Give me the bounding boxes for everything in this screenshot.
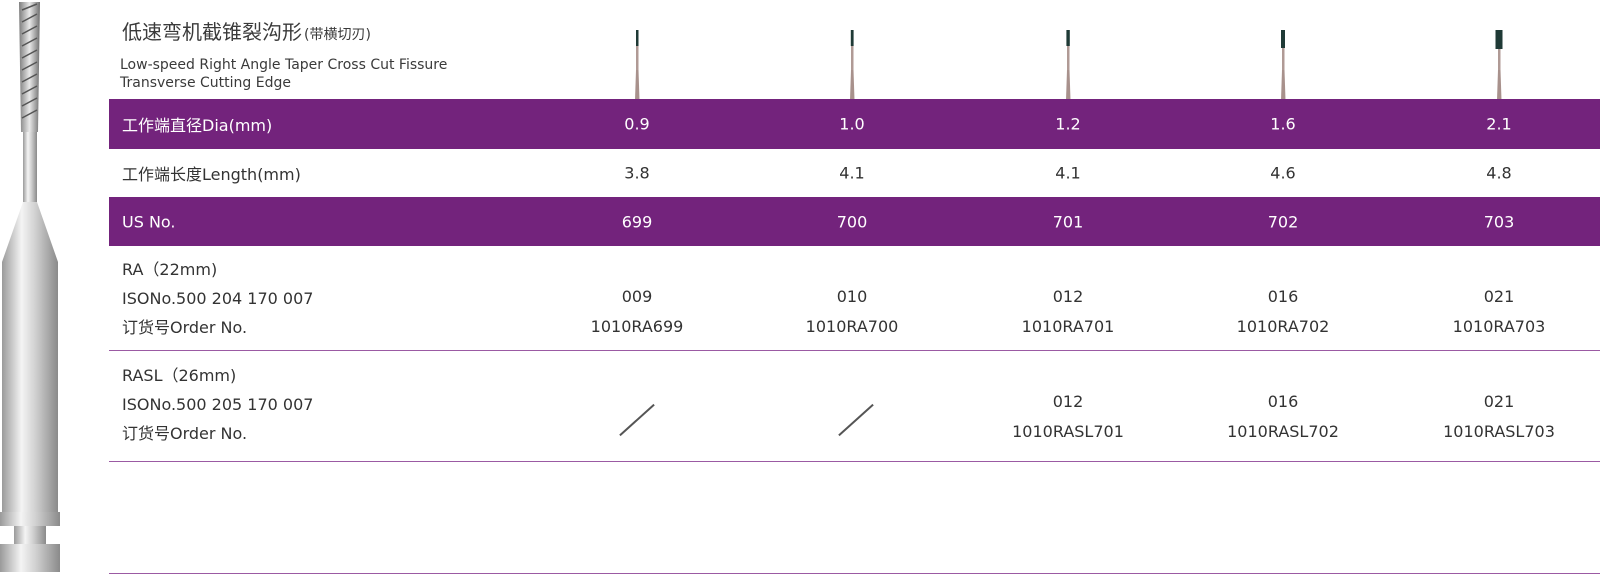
rasl-order-value: 1010RASL702 [1227,422,1339,441]
title-cn-main: 低速弯机截锥裂沟形 [122,20,302,44]
cell-dia-5: 2.1 [1486,114,1512,134]
cell-rasl-5: 021 1010RASL703 [1429,387,1569,447]
cell-rasl-4: 016 1010RASL702 [1213,387,1353,447]
cell-ra-2: 010 1010RA700 [782,282,922,342]
rasl-iso-value: 012 [1052,392,1084,411]
product-title-en: Low-speed Right Angle Taper Cross Cut Fi… [120,56,447,92]
cell-dia-4: 1.6 [1270,114,1296,134]
row-ra: RA（22mm) ISONo.500 204 170 007 订货号Order … [109,246,1600,350]
ra-iso-value: 010 [836,287,868,306]
bur-illustration [0,2,60,572]
ra-iso-value: 016 [1267,287,1299,306]
cell-dia-1: 0.9 [624,114,650,134]
not-available-slash [838,403,874,437]
cell-length-2: 4.1 [839,163,865,183]
ra-iso-label: ISONo.500 204 170 007 [122,289,314,308]
ra-iso-value: 012 [1052,287,1084,306]
cell-ra-4: 016 1010RA702 [1213,282,1353,342]
bur-thumbnail-3 [1066,30,1071,100]
not-available-slash [619,403,655,437]
row-label-us-no: US No. [122,212,176,231]
rasl-order-value: 1010RASL703 [1443,422,1555,441]
cell-dia-2: 1.0 [839,114,865,134]
cell-ra-1: 009 1010RA699 [567,282,707,342]
rasl-order-label: 订货号Order No. [122,424,248,443]
ra-order-label: 订货号Order No. [122,318,248,337]
row-divider [109,350,1600,351]
cell-us-2: 700 [836,212,868,231]
title-en-line2: Transverse Cutting Edge [120,75,291,91]
row-label-ra: RA（22mm) ISONo.500 204 170 007 订货号Order … [122,255,313,342]
rasl-iso-label: ISONo.500 205 170 007 [122,395,314,414]
cell-ra-5: 021 1010RA703 [1429,282,1569,342]
row-length: 工作端长度Length(mm) 3.8 4.1 4.1 4.6 4.8 [109,149,1600,197]
ra-order-value: 1010RA701 [1021,317,1115,336]
rasl-shank-label: RASL（26mm) [122,366,237,385]
cell-us-4: 702 [1267,212,1299,231]
title-en-line1: Low-speed Right Angle Taper Cross Cut Fi… [120,57,448,73]
cell-length-1: 3.8 [624,163,650,183]
row-label-rasl: RASL（26mm) ISONo.500 205 170 007 订货号Orde… [122,361,313,448]
rasl-order-value: 1010RASL701 [1012,422,1124,441]
ra-order-value: 1010RA699 [590,317,684,336]
product-title-cn: 低速弯机截锥裂沟形 (带横切刃) [122,16,371,45]
ra-order-value: 1010RA702 [1236,317,1330,336]
ra-iso-value: 021 [1483,287,1515,306]
row-us-no: US No. 699 700 701 702 703 [109,197,1600,246]
cell-ra-3: 012 1010RA701 [998,282,1138,342]
row-divider [109,461,1600,462]
cell-length-3: 4.1 [1055,163,1081,183]
bur-thumbnail-2 [850,30,855,100]
cell-rasl-3: 012 1010RASL701 [998,387,1138,447]
ra-order-value: 1010RA703 [1452,317,1546,336]
cell-dia-3: 1.2 [1055,114,1081,134]
row-label-length: 工作端长度Length(mm) [122,165,301,184]
table-bottom-divider [109,573,1600,574]
cell-length-5: 4.8 [1486,163,1512,183]
bur-thumbnail-1 [635,30,640,100]
row-label-diameter: 工作端直径Dia(mm) [122,116,273,135]
title-cn-sub: (带横切刃) [304,27,371,43]
rasl-iso-value: 016 [1267,392,1299,411]
ra-order-value: 1010RA700 [805,317,899,336]
row-rasl: RASL（26mm) ISONo.500 205 170 007 订货号Orde… [109,352,1600,460]
bur-thumbnail-4 [1281,30,1286,100]
cell-us-5: 703 [1483,212,1515,231]
rasl-iso-value: 021 [1483,392,1515,411]
cell-length-4: 4.6 [1270,163,1296,183]
row-diameter: 工作端直径Dia(mm) 0.9 1.0 1.2 1.6 2.1 [109,99,1600,149]
bur-thumbnail-5 [1495,30,1503,100]
cell-us-1: 699 [621,212,653,231]
ra-iso-value: 009 [621,287,653,306]
cell-us-3: 701 [1052,212,1084,231]
ra-shank-label: RA（22mm) [122,260,218,279]
